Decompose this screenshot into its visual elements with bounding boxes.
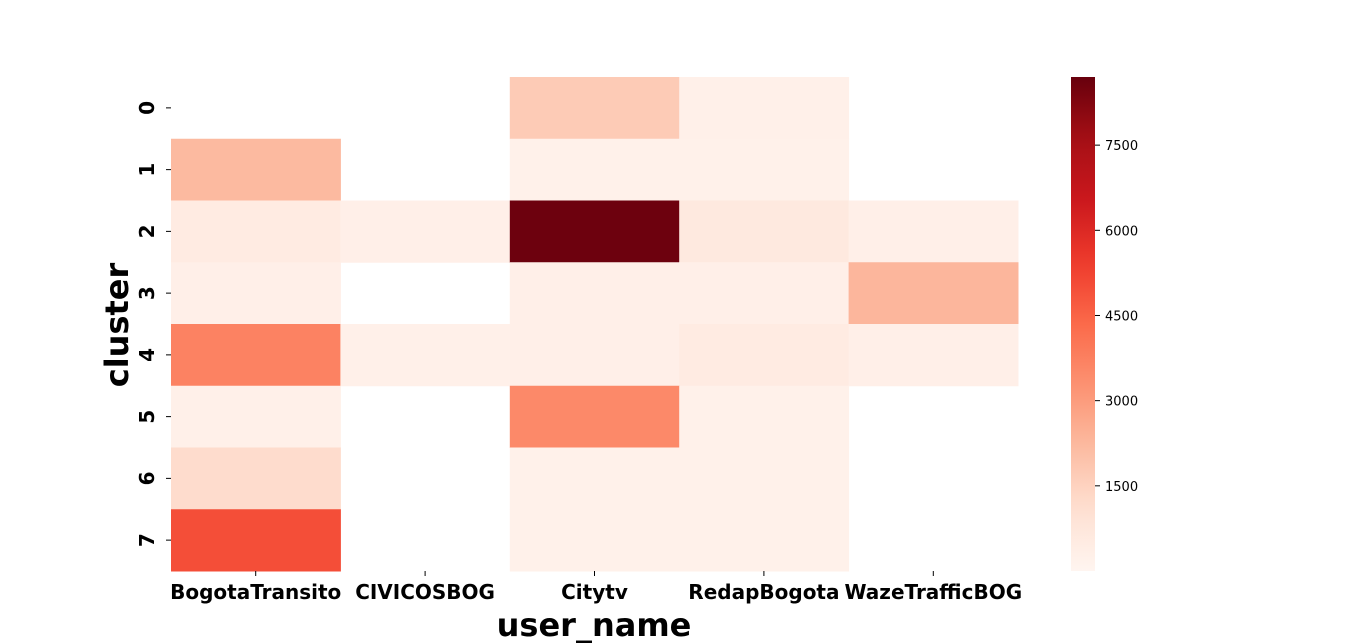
colorbar-tick-label: 3000 (1105, 395, 1138, 410)
colorbar-tick-label: 6000 (1105, 224, 1138, 239)
heatmap-cell (509, 262, 680, 325)
heatmap-cell (171, 138, 341, 201)
heatmap-cell (340, 324, 511, 387)
heatmap-cell (171, 447, 341, 510)
heatmap-cell (679, 324, 850, 387)
heatmap-cell (848, 200, 1019, 263)
heatmap-cell (509, 77, 680, 140)
heatmap-cell (509, 385, 680, 448)
x-tick-label: Citytv (561, 580, 628, 604)
heatmap-cell (171, 385, 341, 448)
y-tick-label: 4 (135, 348, 159, 362)
colorbar-tick-label: 1500 (1105, 480, 1138, 495)
heatmap-cell (509, 447, 680, 510)
heatmap-cell (679, 385, 850, 448)
colorbar-ticks: 1500 3000 4500 6000 7500 (1095, 139, 1138, 495)
x-axis: BogotaTransito CIVICOSBOG Citytv RedapBogot… (170, 571, 1022, 604)
heatmap-cell (171, 200, 341, 263)
heatmap-cell (679, 509, 850, 572)
y-tick-label: 5 (135, 410, 159, 424)
heatmap-cell (848, 262, 1019, 325)
heatmap-cell (679, 447, 850, 510)
heatmap-cell (679, 200, 850, 263)
heatmap-cell (848, 324, 1019, 387)
y-tick-label: 0 (135, 101, 159, 115)
heatmap-cell (171, 509, 341, 572)
y-tick-label: 7 (135, 533, 159, 547)
y-tick-label: 2 (135, 224, 159, 238)
x-tick-label: WazeTrafficBOG (844, 580, 1022, 604)
heatmap-cell (509, 324, 680, 387)
heatmap-cell (509, 509, 680, 572)
x-tick-label: CIVICOSBOG (355, 580, 495, 604)
heatmap-cells (171, 77, 1019, 572)
y-axis-label: cluster (98, 263, 136, 388)
heatmap-cell (171, 262, 341, 325)
colorbar-tick-label: 7500 (1105, 139, 1138, 154)
y-tick-label: 3 (135, 286, 159, 300)
heatmap-cell (679, 262, 850, 325)
heatmap-cell (509, 200, 680, 263)
heatmap-cell (679, 138, 850, 201)
colorbar (1071, 77, 1095, 571)
heatmap-cell (679, 77, 850, 140)
y-tick-label: 6 (135, 471, 159, 485)
heatmap-cell (171, 324, 341, 387)
x-tick-label: BogotaTransito (170, 580, 341, 604)
x-axis-label: user_name (497, 606, 692, 643)
heatmap-cell (340, 200, 511, 263)
y-tick-label: 1 (135, 163, 159, 177)
colorbar-tick-label: 4500 (1105, 309, 1138, 324)
y-axis: 0 1 2 3 4 5 6 7 (135, 101, 171, 547)
heatmap-cell (509, 138, 680, 201)
x-tick-label: RedapBogota (688, 580, 839, 604)
